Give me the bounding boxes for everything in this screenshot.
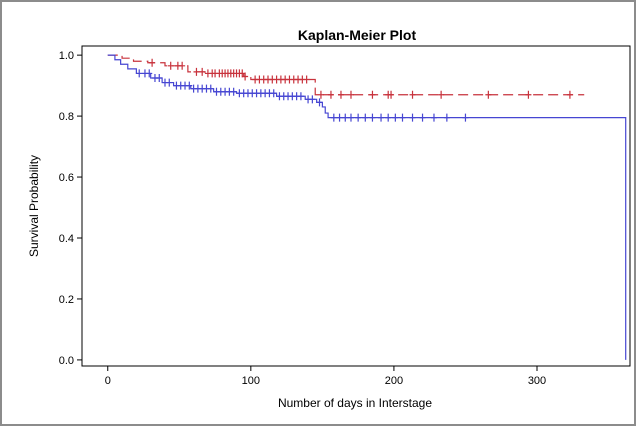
censor-mark (179, 61, 186, 70)
y-tick-label: 0.8 (59, 111, 74, 123)
censor-mark (430, 113, 437, 122)
y-tick-label: 1.0 (59, 50, 74, 62)
y-tick-label: 0.6 (59, 172, 74, 184)
survival-curves (107, 54, 627, 360)
censor-mark (230, 87, 237, 96)
series-2 (107, 54, 627, 360)
censor-mark (419, 113, 426, 122)
y-axis-title: Survival Probability (27, 155, 41, 257)
censor-mark (199, 67, 206, 76)
censor-mark (566, 90, 573, 99)
y-tick-label: 0.0 (59, 355, 74, 367)
x-tick-label: 200 (385, 375, 403, 387)
censor-mark (327, 90, 334, 99)
censor-mark (337, 90, 344, 99)
censor-mark (525, 90, 532, 99)
censor-mark (438, 90, 445, 99)
censor-mark (385, 113, 392, 122)
censor-mark (303, 75, 310, 84)
y-tick-label: 0.4 (59, 233, 74, 245)
plot-area (81, 45, 631, 367)
censor-mark (388, 90, 395, 99)
censor-mark (485, 90, 492, 99)
x-tick-label: 0 (105, 375, 111, 387)
censor-mark (336, 113, 343, 122)
y-axis: 0.0 0.2 0.4 0.6 0.8 1.0 (59, 50, 82, 367)
censor-mark (347, 113, 354, 122)
censor-mark (297, 92, 304, 101)
censor-mark (167, 61, 174, 70)
censor-mark (409, 113, 416, 122)
series-line (107, 54, 627, 360)
censor-mark (166, 78, 173, 87)
censor-mark (347, 90, 354, 99)
censor-mark (443, 113, 450, 122)
censor-mark (362, 113, 369, 122)
x-tick-label: 100 (242, 375, 260, 387)
censor-mark (207, 84, 214, 93)
censor-mark (317, 90, 324, 99)
x-axis: 0 100 200 300 (105, 366, 546, 387)
censor-mark (156, 74, 163, 82)
x-tick-label: 300 (528, 375, 546, 387)
censor-mark (149, 58, 156, 67)
censor-mark (462, 113, 469, 122)
censor-mark (369, 113, 376, 122)
censor-mark (242, 72, 249, 81)
series-1 (107, 54, 585, 99)
censor-mark (399, 113, 406, 122)
censor-mark (378, 113, 385, 122)
censor-mark (342, 113, 349, 122)
censor-mark (369, 90, 376, 99)
series-line (107, 54, 585, 96)
censor-mark (392, 113, 399, 122)
censor-mark (330, 113, 337, 122)
chart-title: Kaplan-Meier Plot (298, 27, 417, 43)
censor-mark (186, 81, 193, 90)
censor-mark (309, 95, 316, 104)
censor-mark (409, 90, 416, 99)
censor-mark (146, 69, 153, 78)
x-axis-title: Number of days in Interstage (278, 396, 432, 410)
censor-mark (316, 98, 323, 107)
censor-mark (136, 69, 143, 78)
censor-mark (270, 89, 277, 98)
censor-mark (193, 67, 200, 76)
y-tick-label: 0.2 (59, 294, 74, 306)
censor-mark (355, 113, 362, 122)
